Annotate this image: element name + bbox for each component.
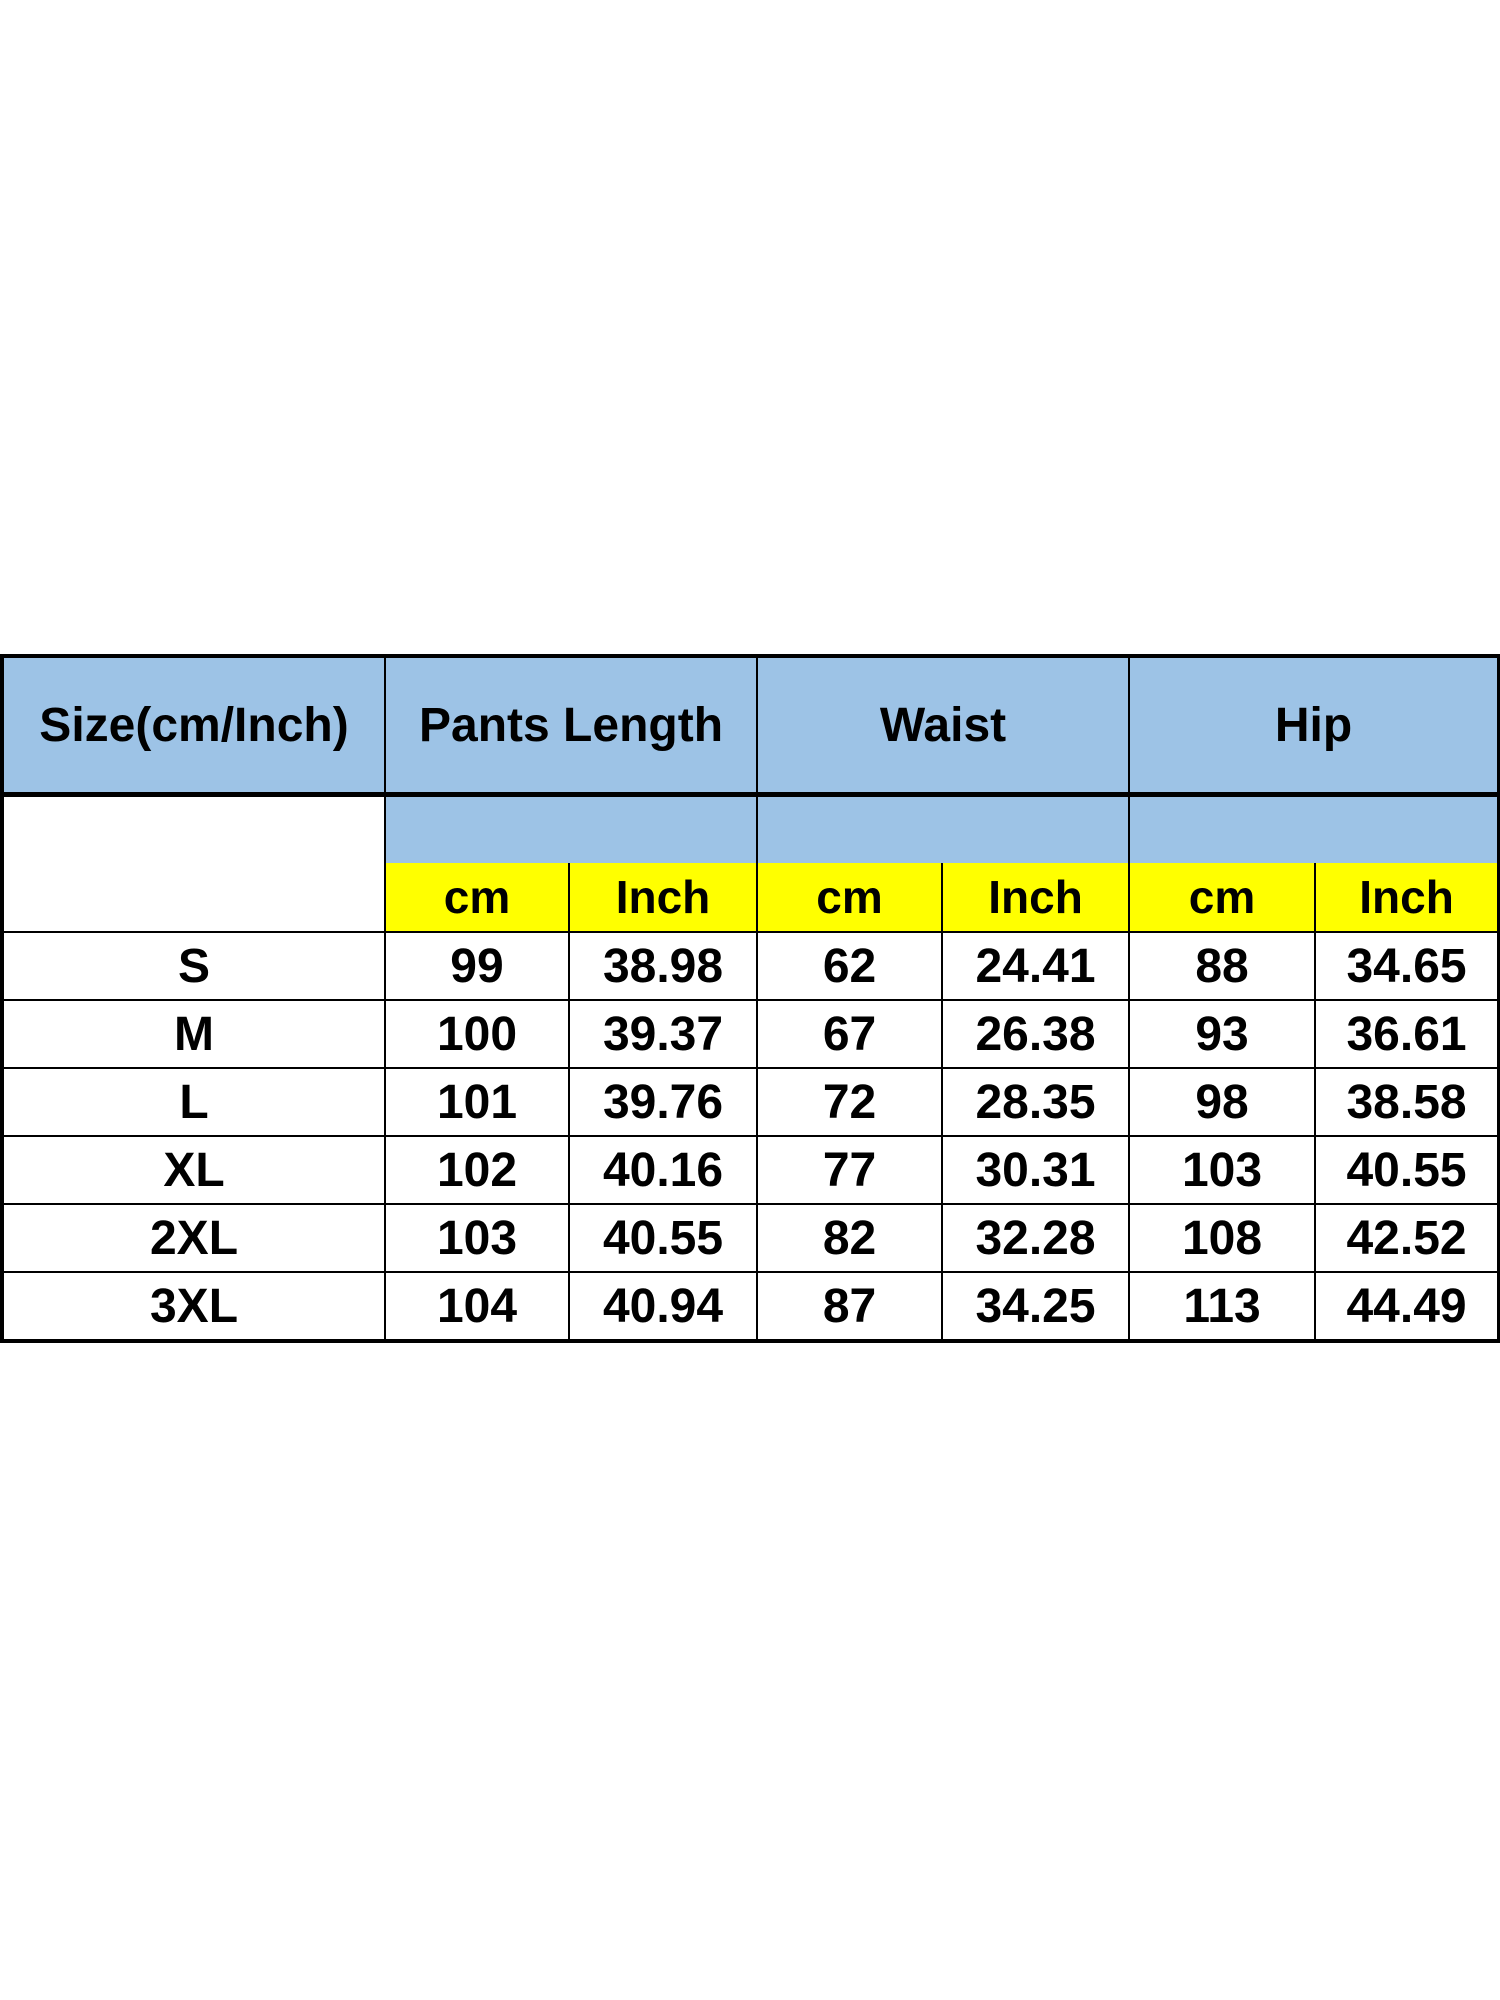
value-cell: 67 <box>756 999 944 1069</box>
band-cell <box>756 793 1131 863</box>
value-cell: 40.55 <box>1314 1135 1500 1205</box>
value-cell: 32.28 <box>941 1203 1131 1273</box>
value-cell: 93 <box>1128 999 1317 1069</box>
size-cell: S <box>1 931 386 1001</box>
value-cell: 30.31 <box>941 1135 1131 1205</box>
value-cell: 42.52 <box>1314 1203 1500 1273</box>
value-cell: 36.61 <box>1314 999 1500 1069</box>
value-cell: 40.94 <box>567 1271 759 1342</box>
value-cell: 34.65 <box>1314 931 1500 1001</box>
value-cell: 38.58 <box>1314 1067 1500 1137</box>
unit-cell: cm <box>384 863 570 933</box>
value-cell: 102 <box>384 1135 570 1205</box>
value-cell: 40.55 <box>567 1203 759 1273</box>
header-row: Size(cm/Inch) Pants Length Waist Hip <box>1 655 1500 797</box>
size-cell: M <box>1 999 386 1069</box>
table-row: XL 102 40.16 77 30.31 103 40.55 <box>1 1135 1500 1205</box>
blue-band-row <box>1 793 1500 933</box>
value-cell: 98 <box>1128 1067 1317 1137</box>
band-cell <box>1128 793 1500 863</box>
value-cell: 103 <box>384 1203 570 1273</box>
unit-cell: cm <box>1128 863 1317 933</box>
value-cell: 103 <box>1128 1135 1317 1205</box>
value-cell: 44.49 <box>1314 1271 1500 1342</box>
table-row: L 101 39.76 72 28.35 98 38.58 <box>1 1067 1500 1137</box>
unit-cell: Inch <box>941 863 1131 933</box>
pants-length-header: Pants Length <box>383 655 759 797</box>
table-row: 2XL 103 40.55 82 32.28 108 42.52 <box>1 1203 1500 1273</box>
unit-cell: Inch <box>567 863 759 933</box>
table-row: M 100 39.37 67 26.38 93 36.61 <box>1 999 1500 1069</box>
value-cell: 99 <box>384 931 570 1001</box>
unit-cell: cm <box>756 863 944 933</box>
value-cell: 26.38 <box>941 999 1131 1069</box>
size-chart-table: Size(cm/Inch) Pants Length Waist Hip cm … <box>0 654 1500 1343</box>
size-header: Size(cm/Inch) <box>1 655 386 797</box>
value-cell: 39.37 <box>567 999 759 1069</box>
value-cell: 100 <box>384 999 570 1069</box>
value-cell: 34.25 <box>941 1271 1131 1342</box>
value-cell: 24.41 <box>941 931 1131 1001</box>
value-cell: 108 <box>1128 1203 1317 1273</box>
blank-cell <box>1 793 386 933</box>
value-cell: 77 <box>756 1135 944 1205</box>
value-cell: 82 <box>756 1203 944 1273</box>
value-cell: 104 <box>384 1271 570 1342</box>
value-cell: 113 <box>1128 1271 1317 1342</box>
waist-header: Waist <box>756 655 1131 797</box>
band-cell <box>383 793 759 863</box>
value-cell: 62 <box>756 931 944 1001</box>
size-cell: 2XL <box>1 1203 386 1273</box>
value-cell: 28.35 <box>941 1067 1131 1137</box>
units-row: cm Inch cm Inch cm Inch <box>2 863 1500 933</box>
table-row: S 99 38.98 62 24.41 88 34.65 <box>1 931 1500 1001</box>
size-cell: L <box>1 1067 386 1137</box>
value-cell: 88 <box>1128 931 1317 1001</box>
value-cell: 87 <box>756 1271 944 1342</box>
size-cell: 3XL <box>1 1271 386 1342</box>
value-cell: 39.76 <box>567 1067 759 1137</box>
size-cell: XL <box>1 1135 386 1205</box>
value-cell: 72 <box>756 1067 944 1137</box>
value-cell: 38.98 <box>567 931 759 1001</box>
value-cell: 40.16 <box>567 1135 759 1205</box>
unit-cell: Inch <box>1314 863 1500 933</box>
value-cell: 101 <box>384 1067 570 1137</box>
table-row: 3XL 104 40.94 87 34.25 113 44.49 <box>1 1271 1500 1342</box>
hip-header: Hip <box>1128 655 1500 797</box>
